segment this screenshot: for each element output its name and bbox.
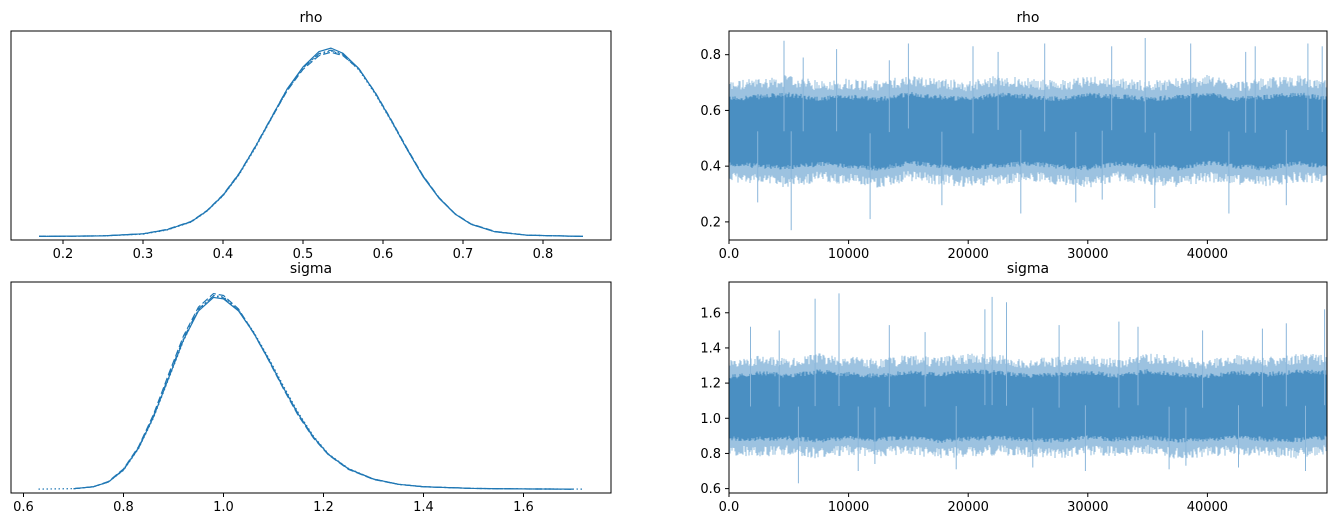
x-tick-label: 1.2	[313, 500, 334, 515]
sigma-density-title: sigma	[290, 261, 332, 277]
plot-frame	[10, 30, 612, 241]
rho-trace-x-axis: 0.0 10000 20000 30000 40000	[719, 240, 1228, 262]
sigma-density-plot-area	[10, 281, 612, 494]
rho-trace-samples	[729, 38, 1327, 231]
y-tick-label: 1.0	[700, 412, 721, 427]
y-tick-label: 0.8	[700, 48, 721, 63]
x-tick-label: 1.6	[513, 500, 534, 515]
x-tick-label: 10000	[828, 247, 869, 262]
trace-core	[729, 369, 1327, 443]
rho-density-title: rho	[300, 10, 323, 26]
sigma-trace-samples	[729, 293, 1327, 484]
trace-core	[729, 92, 1327, 171]
x-tick-label: 0.2	[53, 247, 74, 262]
sigma-trace-panel: sigma 0.0 10000 20000 30000 40000 0.6 0.8 1.0 1…	[700, 261, 1328, 515]
density-line-dashdot	[73, 295, 574, 490]
density-line-dashdot	[38, 49, 584, 237]
x-tick-label: 30000	[1067, 247, 1108, 262]
x-tick-label: 0.6	[373, 247, 394, 262]
y-tick-label: 0.6	[700, 104, 721, 119]
rho-trace-title: rho	[1017, 10, 1040, 26]
x-tick-label: 0.0	[719, 247, 740, 262]
rho-density-x-axis: 0.2 0.3 0.4 0.5 0.6 0.7 0.8	[53, 240, 554, 262]
rho-trace-y-axis: 0.2 0.4 0.6 0.8	[700, 48, 729, 230]
y-tick-label: 1.2	[700, 377, 721, 392]
x-tick-label: 1.0	[213, 500, 234, 515]
x-tick-label: 0.8	[113, 500, 134, 515]
rho-density-plot-area	[10, 30, 612, 241]
x-tick-label: 40000	[1187, 500, 1228, 515]
plot-frame	[728, 30, 1328, 241]
x-tick-label: 0.5	[293, 247, 314, 262]
y-tick-label: 0.4	[700, 160, 721, 175]
x-tick-label: 0.3	[133, 247, 154, 262]
x-tick-label: 0.8	[533, 247, 554, 262]
x-tick-label: 0.7	[453, 247, 474, 262]
x-tick-label: 0.0	[719, 500, 740, 515]
plot-frame	[10, 281, 612, 494]
x-tick-label: 30000	[1067, 500, 1108, 515]
y-tick-label: 1.4	[700, 341, 721, 356]
x-tick-label: 1.4	[413, 500, 434, 515]
sigma-trace-x-axis: 0.0 10000 20000 30000 40000	[719, 493, 1228, 515]
x-tick-label: 40000	[1187, 247, 1228, 262]
sigma-density-panel: sigma 0.6 0.8 1.0 1.2 1.4 1.6	[10, 261, 612, 515]
x-tick-label: 0.6	[13, 500, 34, 515]
plot-frame	[728, 281, 1328, 494]
x-tick-label: 10000	[828, 500, 869, 515]
x-tick-label: 0.4	[213, 247, 234, 262]
sigma-density-curves	[38, 292, 584, 490]
y-tick-label: 0.6	[700, 482, 721, 497]
y-tick-label: 0.8	[700, 447, 721, 462]
rho-density-panel: rho 0.2 0.3 0.4 0.5 0.6 0.7 0.8	[10, 10, 612, 262]
y-tick-label: 1.6	[700, 306, 721, 321]
x-tick-label: 20000	[948, 500, 989, 515]
sigma-trace-y-axis: 0.6 0.8 1.0 1.2 1.4 1.6	[700, 306, 729, 497]
rho-trace-panel: rho 0.0 10000 20000 30000 40000 0.2 0.4 0.6 0.8	[700, 10, 1328, 262]
sigma-density-x-axis: 0.6 0.8 1.0 1.2 1.4 1.6	[13, 493, 534, 515]
y-tick-label: 0.2	[700, 215, 721, 230]
x-tick-label: 20000	[948, 247, 989, 262]
sigma-trace-title: sigma	[1007, 261, 1049, 277]
rho-density-curves	[38, 47, 584, 237]
